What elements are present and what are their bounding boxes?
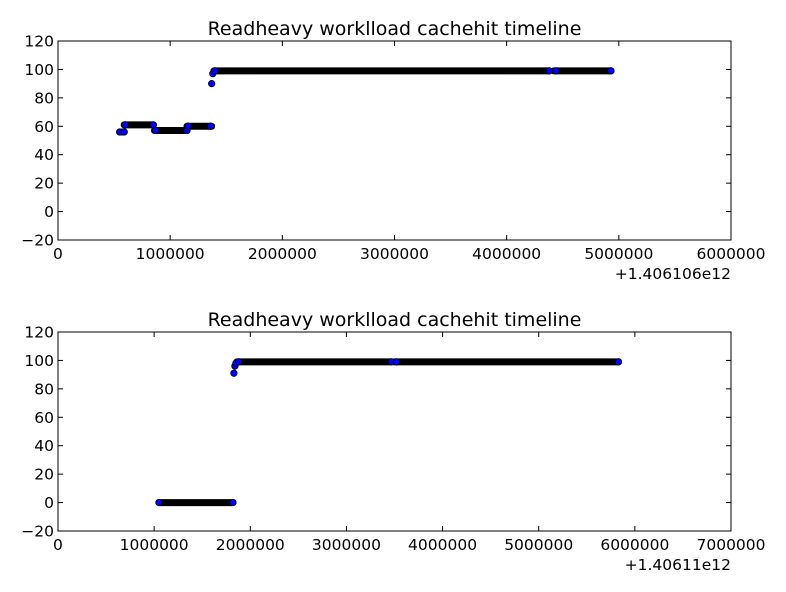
- x-tick-label: 6000000: [600, 536, 669, 554]
- chart-bottom: Readheavy worklload cachehit timeline 0 1…: [21, 309, 765, 574]
- data-point-8: [614, 358, 623, 366]
- x-tick-label: 7000000: [696, 536, 765, 554]
- chart-title-bottom: Readheavy worklload cachehit timeline: [208, 309, 582, 331]
- y-tick-label: 80: [34, 380, 54, 398]
- ticks-bottom: 0 1000000 2000000 3000000 4000000 5000000 6000…: [21, 324, 765, 555]
- data-point-7: [392, 358, 401, 366]
- data-point-2: [230, 369, 238, 377]
- data-point-13: [607, 67, 615, 75]
- x-tick-label: 0: [53, 245, 63, 263]
- y-tick-label: −20: [21, 232, 54, 250]
- y-tick-label: 100: [24, 352, 54, 370]
- y-tick-label: 60: [34, 409, 54, 427]
- x-tick-label: 1000000: [136, 245, 205, 263]
- marks-bottom: [155, 358, 623, 507]
- data-point-4: [151, 126, 160, 135]
- data-point-1: [120, 128, 128, 136]
- x-tick-label: 0: [53, 536, 63, 554]
- y-tick-label: 60: [34, 118, 54, 136]
- y-tick-label: 80: [34, 89, 54, 107]
- x-tick-label: 3000000: [360, 245, 429, 263]
- data-point-7: [206, 122, 215, 130]
- marks-top: [116, 67, 615, 136]
- y-tick-label: 0: [44, 203, 54, 221]
- data-point-6: [184, 122, 192, 130]
- data-point-10: [211, 67, 219, 75]
- y-tick-label: 120: [24, 324, 54, 342]
- y-tick-label: 20: [34, 175, 54, 193]
- y-tick-label: 40: [34, 437, 54, 455]
- data-point-5: [235, 358, 243, 366]
- x-tick-label: 4000000: [472, 245, 541, 263]
- chart-title-top: Readheavy worklload cachehit timeline: [208, 18, 582, 40]
- x-tick-label: 2000000: [216, 536, 285, 554]
- x-tick-label: 4000000: [408, 536, 477, 554]
- x-tick-label: 2000000: [248, 245, 317, 263]
- x-tick-label: 5000000: [504, 536, 573, 554]
- x-offset-label-bottom: +1.40611e12: [625, 556, 731, 574]
- y-tick-label: −20: [21, 523, 54, 541]
- x-tick-label: 3000000: [312, 536, 381, 554]
- chart-top: Readheavy worklload cachehit timeline 0 1…: [21, 18, 765, 283]
- data-point-12: [552, 67, 560, 75]
- ticks-top: 0 1000000 2000000 3000000 4000000 5000000 6000…: [21, 33, 765, 264]
- x-tick-label: 5000000: [584, 245, 653, 263]
- y-tick-label: 120: [24, 33, 54, 51]
- y-tick-label: 40: [34, 146, 54, 164]
- data-point-11: [545, 67, 553, 75]
- y-tick-label: 20: [34, 466, 54, 484]
- data-point-0: [155, 498, 163, 507]
- y-tick-label: 100: [24, 61, 54, 79]
- x-tick-label: 6000000: [696, 245, 765, 263]
- x-tick-label: 1000000: [120, 536, 189, 554]
- data-point-1: [229, 498, 237, 507]
- data-point-2: [121, 121, 129, 129]
- y-tick-label: 0: [44, 494, 54, 512]
- data-point-8: [208, 80, 216, 88]
- x-offset-label-top: +1.406106e12: [615, 265, 731, 283]
